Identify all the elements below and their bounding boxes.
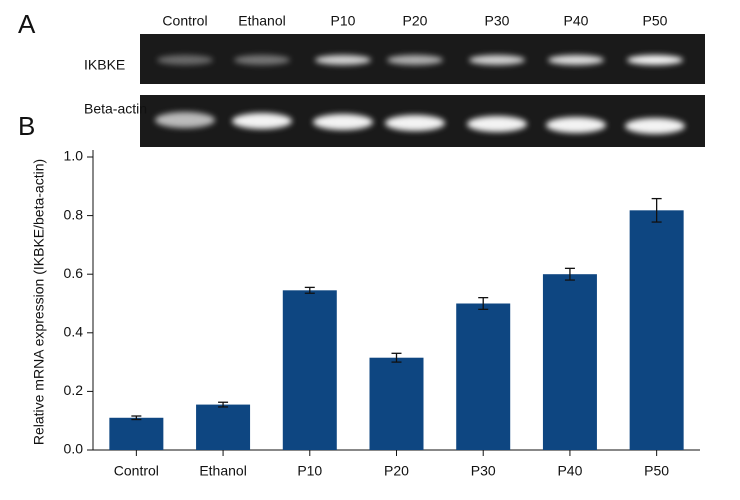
gel-band bbox=[385, 115, 445, 131]
error-bar bbox=[651, 197, 662, 223]
gel-band bbox=[234, 55, 290, 65]
gel-band bbox=[548, 55, 604, 65]
bar bbox=[629, 210, 684, 450]
error-bar bbox=[218, 401, 229, 408]
y-tick-label: 0.4 bbox=[64, 324, 84, 340]
gel-band bbox=[232, 113, 292, 129]
gel-band bbox=[315, 55, 371, 65]
x-tick-label: P30 bbox=[471, 463, 496, 479]
gel-band bbox=[387, 55, 443, 65]
gel-band bbox=[627, 55, 683, 65]
panel-label: B bbox=[18, 111, 35, 141]
bar bbox=[109, 417, 164, 450]
gel-row-label: Beta-actin bbox=[84, 101, 147, 117]
y-tick-label: 0.8 bbox=[64, 206, 84, 222]
y-tick-label: 0.6 bbox=[64, 265, 84, 281]
lane-label: P40 bbox=[564, 13, 589, 29]
error-bar bbox=[478, 296, 489, 311]
x-tick-label: Ethanol bbox=[199, 463, 246, 479]
y-tick-label: 0.0 bbox=[64, 441, 84, 457]
panel-label: A bbox=[18, 9, 36, 39]
x-tick-label: P20 bbox=[384, 463, 409, 479]
lane-label: Ethanol bbox=[238, 13, 285, 29]
lane-label: P50 bbox=[643, 13, 668, 29]
gel-band bbox=[546, 117, 606, 133]
bar bbox=[542, 274, 597, 450]
gel-band bbox=[469, 55, 525, 65]
error-bar bbox=[391, 352, 402, 363]
gel-band bbox=[625, 118, 685, 134]
bar bbox=[282, 290, 337, 450]
y-axis-label: Relative mRNA expression (IKBKE/beta-act… bbox=[31, 159, 47, 445]
gel-band bbox=[157, 55, 213, 65]
bar bbox=[196, 404, 251, 450]
bar bbox=[369, 357, 424, 450]
y-tick-label: 0.2 bbox=[64, 382, 84, 398]
lane-label: P10 bbox=[331, 13, 356, 29]
error-bar bbox=[564, 267, 575, 281]
gel-band bbox=[155, 112, 215, 128]
error-bar bbox=[131, 415, 142, 421]
error-bar bbox=[304, 286, 315, 294]
x-tick-label: P10 bbox=[297, 463, 322, 479]
gel-band bbox=[313, 114, 373, 130]
lane-label: Control bbox=[162, 13, 207, 29]
gel-row-label: IKBKE bbox=[84, 57, 125, 73]
gel-band bbox=[467, 116, 527, 132]
y-tick-label: 1.0 bbox=[64, 148, 84, 164]
lane-label: P30 bbox=[485, 13, 510, 29]
bar bbox=[456, 303, 511, 450]
x-tick-label: P50 bbox=[644, 463, 669, 479]
x-tick-label: P40 bbox=[557, 463, 582, 479]
lane-label: P20 bbox=[403, 13, 428, 29]
x-tick-label: Control bbox=[114, 463, 159, 479]
